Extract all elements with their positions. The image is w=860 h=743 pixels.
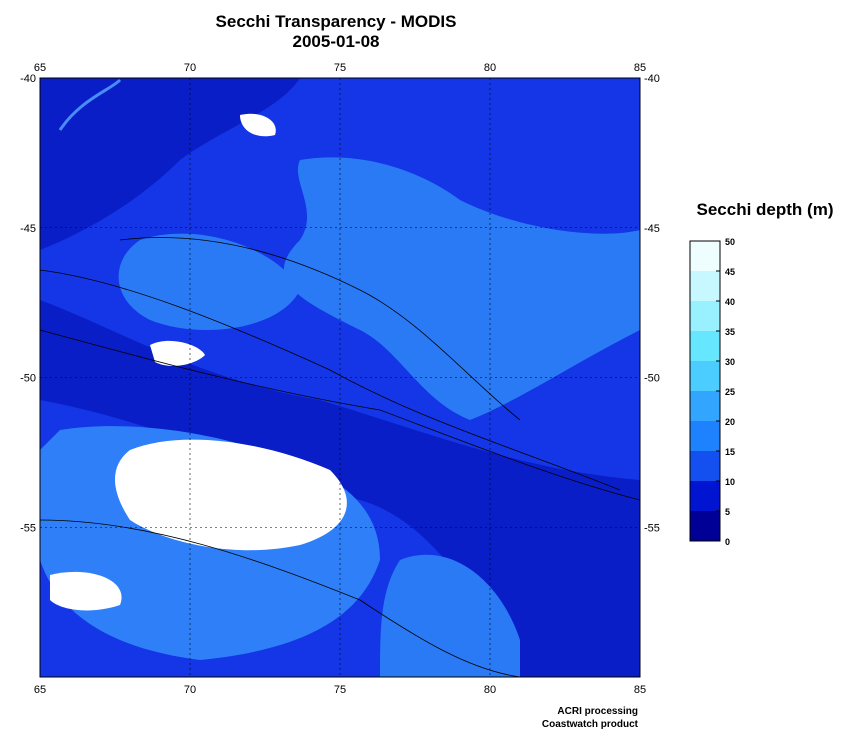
colorbar-label: 15 xyxy=(725,447,735,457)
colorbar-swatch xyxy=(690,481,720,511)
colorbar-label: 30 xyxy=(725,357,735,367)
x-tick-label: 65 xyxy=(34,684,46,696)
colorbar-swatch xyxy=(690,241,720,271)
y-tick-label: -55 xyxy=(20,522,36,534)
x-tick-label: 70 xyxy=(184,62,196,74)
colorbar-label: 5 xyxy=(725,507,730,517)
colorbar-swatch xyxy=(690,361,720,391)
region xyxy=(380,554,520,677)
colorbar-title: Secchi depth (m) xyxy=(697,200,834,219)
contour xyxy=(39,329,641,501)
region xyxy=(283,157,640,421)
y-tick-label: -55 xyxy=(644,522,660,534)
y-tick-label: -40 xyxy=(644,73,660,85)
x-tick-label: 75 xyxy=(334,62,346,74)
colorbar-swatch xyxy=(690,451,720,481)
x-tick-label: 80 xyxy=(484,62,496,74)
colorbar-swatch xyxy=(690,331,720,361)
region xyxy=(118,233,300,330)
y-tick-label: -40 xyxy=(20,73,36,85)
date: 2005-01-08 xyxy=(293,32,380,51)
x-tick-label: 85 xyxy=(634,62,646,74)
y-tick-label: -50 xyxy=(20,373,36,385)
colorbar-label: 0 xyxy=(725,537,730,547)
colorbar-swatch xyxy=(690,301,720,331)
x-tick-label: 85 xyxy=(634,684,646,696)
cloud xyxy=(150,340,205,366)
colorbar-label: 25 xyxy=(725,387,735,397)
contour xyxy=(119,237,521,421)
colorbar-swatch xyxy=(690,421,720,451)
x-tick-label: 80 xyxy=(484,684,496,696)
y-tick-label: -45 xyxy=(20,223,36,235)
x-tick-label: 70 xyxy=(184,684,196,696)
colorbar-label: 40 xyxy=(725,297,735,307)
title: Secchi Transparency - MODIS xyxy=(216,12,457,31)
cloud xyxy=(240,113,276,137)
cloud xyxy=(50,571,122,611)
y-tick-label: -45 xyxy=(644,223,660,235)
colorbar-label: 35 xyxy=(725,327,735,337)
colorbar-label: 50 xyxy=(725,237,735,247)
colorbar-label: 20 xyxy=(725,417,735,427)
y-tick-label: -50 xyxy=(644,373,660,385)
credit: Coastwatch product xyxy=(542,719,639,730)
colorbar-label: 10 xyxy=(725,477,735,487)
colorbar-swatch xyxy=(690,271,720,301)
colorbar-label: 45 xyxy=(725,267,735,277)
contour xyxy=(39,519,521,678)
colorbar-swatch xyxy=(690,391,720,421)
x-tick-label: 75 xyxy=(334,684,346,696)
credit: ACRI processing xyxy=(557,706,638,717)
region xyxy=(40,78,300,250)
x-tick-label: 65 xyxy=(34,62,46,74)
cloud xyxy=(115,439,347,551)
contour xyxy=(39,269,621,491)
colorbar-swatch xyxy=(690,511,720,541)
streak xyxy=(58,78,122,131)
